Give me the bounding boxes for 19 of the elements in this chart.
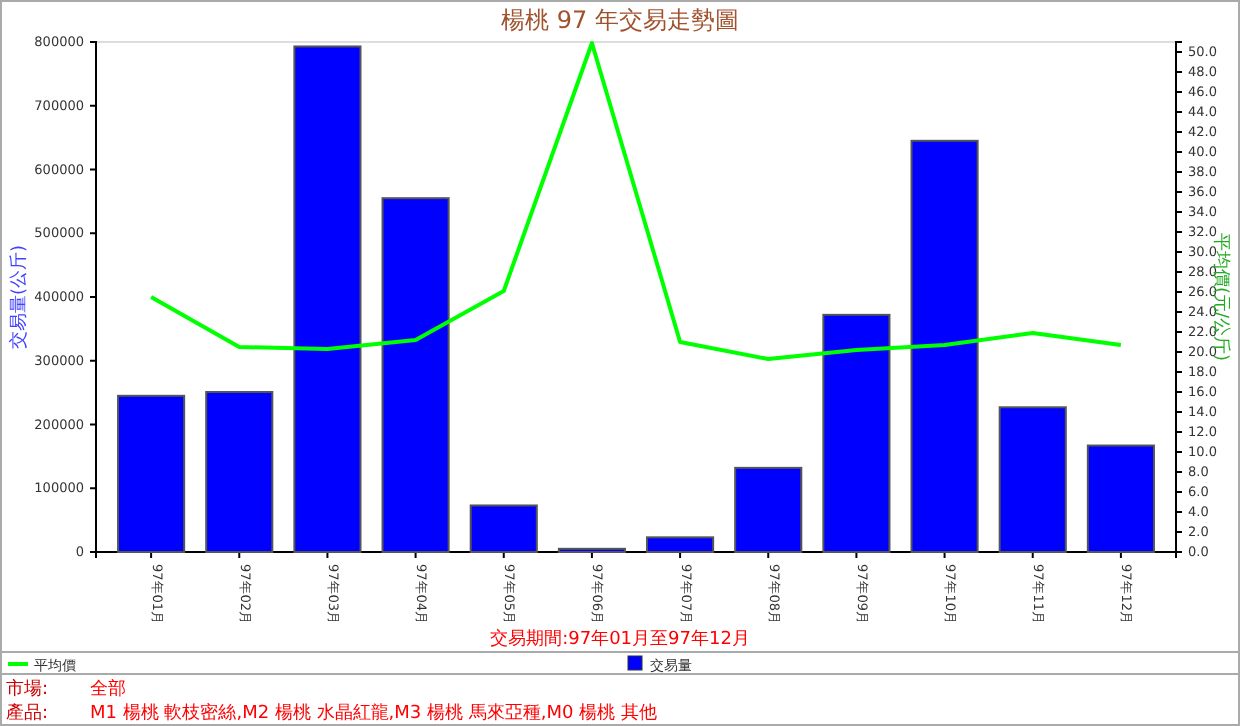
bar (646, 536, 715, 553)
text: 產品: (6, 702, 49, 724)
bar (998, 406, 1067, 553)
bar (293, 45, 362, 553)
bar (381, 197, 450, 553)
bar (910, 139, 979, 553)
text: 全部 (90, 678, 126, 700)
bar (822, 313, 891, 553)
chart-title: 楊桃 97 年交易走勢圖 (501, 6, 739, 34)
bar (117, 394, 186, 553)
y-axis-title: 交易量(公斤) (8, 244, 30, 350)
bar (1086, 444, 1155, 553)
text: 市場: (6, 678, 49, 700)
text: 交易期間:97年01月至97年12月 (490, 628, 750, 650)
bar (469, 504, 538, 553)
line-series (149, 41, 1123, 361)
bar (205, 390, 274, 553)
text: M1 楊桃 軟枝密絲,M2 楊桃 水晶紅龍,M3 楊桃 馬來亞種,M0 楊桃 其他 (90, 702, 657, 724)
bar (734, 466, 803, 553)
